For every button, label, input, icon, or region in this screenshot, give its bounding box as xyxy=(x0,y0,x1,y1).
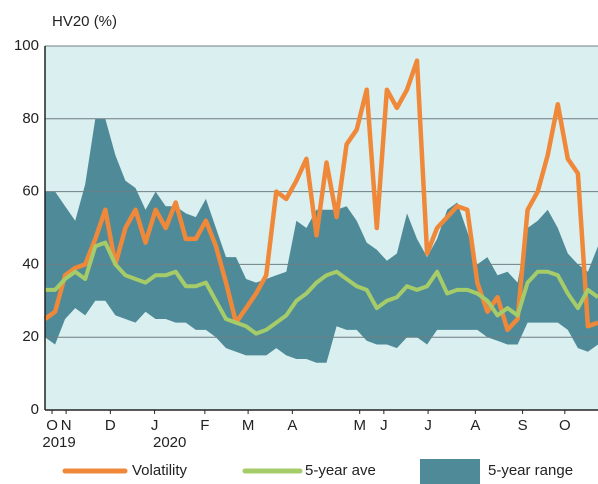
y-tick-label: 100 xyxy=(14,37,39,54)
year-label: 2020 xyxy=(153,434,186,451)
legend-label: 5-year ave xyxy=(305,462,376,479)
y-axis-label: HV20 (%) xyxy=(52,13,117,30)
x-tick-label: S xyxy=(518,417,528,434)
legend-label: 5-year range xyxy=(488,462,573,479)
x-tick-label: J xyxy=(151,417,159,434)
x-tick-label: D xyxy=(105,417,116,434)
x-tick-label: J xyxy=(424,417,432,434)
legend-label: Volatility xyxy=(132,462,188,479)
x-tick-label: M xyxy=(353,417,366,434)
line-series xyxy=(43,58,598,333)
x-tick-label: F xyxy=(200,417,209,434)
x-tick-label: N xyxy=(61,417,72,434)
y-tick-label: 80 xyxy=(22,110,39,127)
y-tick-label: 40 xyxy=(22,255,39,272)
y-tick-label: 20 xyxy=(22,328,39,345)
year-label: 2019 xyxy=(42,434,75,451)
x-tick-label: O xyxy=(46,417,58,434)
line-series xyxy=(45,240,598,336)
range-area xyxy=(45,118,598,363)
x-tick-label: O xyxy=(559,417,571,434)
x-tick-label: A xyxy=(287,417,297,434)
legend-swatch xyxy=(420,459,480,484)
x-tick-label: A xyxy=(470,417,480,434)
x-tick-label: J xyxy=(380,417,388,434)
y-tick-label: 60 xyxy=(22,183,39,200)
y-tick-label: 0 xyxy=(31,401,39,418)
x-tick-label: M xyxy=(242,417,255,434)
